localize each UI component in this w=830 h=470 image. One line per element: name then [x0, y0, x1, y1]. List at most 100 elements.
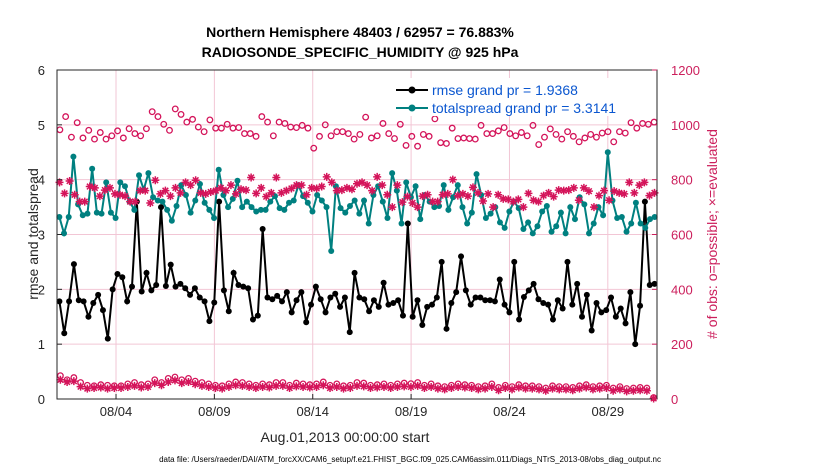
obs-evaluated-marker [292, 382, 301, 391]
obs-evaluated-marker [388, 203, 397, 212]
series-point [192, 197, 199, 204]
obs-evaluated-marker [393, 382, 402, 391]
obs-evaluated-marker [150, 379, 159, 388]
obs-evaluated-marker [438, 190, 447, 199]
series-point [70, 153, 77, 160]
obs-possible-marker [258, 113, 266, 121]
series-point [80, 298, 87, 305]
series-point [525, 219, 532, 226]
obs-evaluated-marker [398, 198, 407, 207]
series-1 [56, 149, 658, 254]
obs-evaluated-marker [186, 181, 195, 190]
obs-evaluated-marker [262, 192, 271, 201]
series-point [283, 289, 290, 296]
series-point [267, 198, 274, 205]
series-point [579, 313, 585, 320]
series-point [323, 204, 330, 211]
series-point [404, 220, 411, 227]
series-point [375, 303, 382, 310]
obs-possible-marker [79, 134, 87, 142]
series-point [153, 281, 160, 288]
series-point [385, 301, 392, 308]
obs-evaluated-marker [218, 384, 227, 393]
obs-evaluated-marker [302, 190, 311, 199]
obs-possible-marker [575, 138, 583, 146]
obs-possible-marker [639, 120, 647, 127]
y2-tick-label: 1000 [671, 118, 700, 133]
series-point [440, 182, 447, 189]
series-point [403, 179, 410, 186]
obs-evaluated-marker [332, 186, 341, 195]
series-point [604, 149, 611, 156]
obs-possible-marker [189, 115, 197, 123]
series-point [574, 280, 581, 287]
obs-evaluated-marker [588, 385, 597, 394]
obs-possible-marker [592, 133, 600, 141]
legend: rmse grand pr = 1.9368 totalspread grand… [393, 78, 655, 116]
obs-evaluated-marker [443, 189, 452, 198]
series-point [559, 305, 566, 312]
obs-evaluated-marker [400, 382, 409, 391]
obs-evaluated-marker [272, 173, 281, 182]
series-point [370, 297, 377, 304]
obs-evaluated-marker [257, 183, 266, 192]
series-point [419, 321, 426, 328]
series-point [61, 330, 68, 337]
series-point [511, 258, 518, 265]
series-point [569, 301, 576, 308]
series-point [143, 269, 150, 276]
obs-evaluated-marker [508, 385, 517, 394]
obs-evaluated-marker [564, 186, 573, 195]
obs-evaluated-marker [625, 178, 634, 187]
obs-possible-marker [367, 134, 375, 142]
obs-possible-marker [246, 130, 254, 138]
series-point [276, 205, 283, 212]
series-point [84, 210, 91, 217]
series-point [487, 297, 494, 304]
series-point [337, 303, 344, 310]
obs-evaluated-marker [433, 197, 442, 206]
series-point [201, 298, 208, 305]
series-point [56, 213, 63, 220]
obs-evaluated-marker [247, 173, 256, 182]
obs-evaluated-marker [90, 384, 99, 393]
series-point [341, 294, 348, 301]
obs-evaluated-marker [181, 178, 190, 187]
obs-evaluated-marker [448, 175, 457, 184]
obs-evaluated-marker [117, 384, 126, 393]
obs-evaluated-marker [555, 385, 564, 394]
series-point [254, 312, 261, 319]
y-tick-label: 4 [38, 173, 45, 188]
series-layer [55, 105, 659, 403]
series-point [103, 179, 110, 186]
obs-evaluated-marker [514, 195, 523, 204]
obs-possible-marker [564, 128, 572, 136]
series-point [279, 298, 285, 305]
obs-evaluated-marker [136, 186, 145, 195]
series-point [70, 261, 77, 268]
obs-evaluated-marker [312, 382, 321, 391]
series-point [234, 177, 241, 184]
series-point [467, 301, 474, 308]
series-point [535, 296, 542, 303]
obs-evaluated-marker [589, 203, 598, 212]
series-point [159, 198, 166, 205]
obs-possible-marker [391, 135, 398, 142]
obs-evaluated-marker [650, 188, 659, 197]
obs-evaluated-marker [468, 183, 477, 192]
series-point [623, 228, 630, 235]
obs-evaluated-marker [615, 188, 624, 197]
series-point [288, 309, 295, 316]
obs-evaluated-marker [126, 197, 135, 206]
ticks-layer: 0 200 400 600 800 1000 1200 08/04 08/09 08/14 08/1… [38, 63, 700, 419]
obs-evaluated-marker [549, 192, 558, 201]
obs-evaluated-marker [642, 386, 651, 395]
series-point [114, 270, 121, 277]
series-point [379, 198, 386, 205]
obs-evaluated-marker [494, 190, 503, 199]
series-point [593, 300, 600, 307]
series-point [487, 210, 494, 217]
series-2 [56, 105, 658, 152]
series-point [646, 281, 653, 288]
series-point [245, 285, 252, 292]
